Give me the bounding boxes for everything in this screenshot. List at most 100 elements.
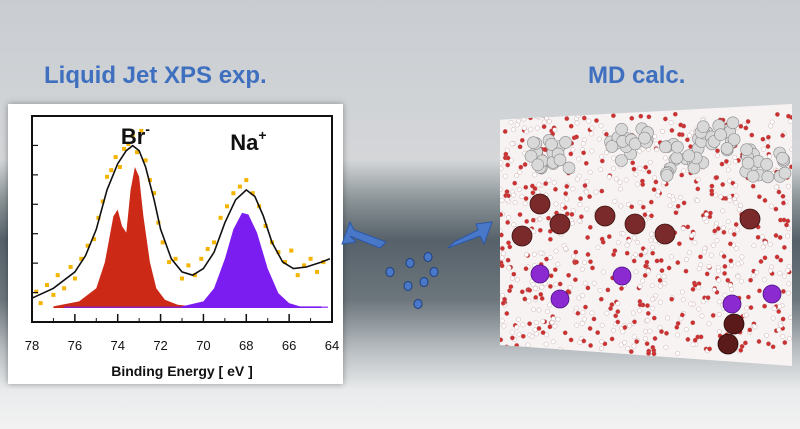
water-atom: [762, 303, 767, 309]
water-atom: [547, 302, 553, 308]
bromide-ion: [717, 333, 739, 355]
water-atom: [685, 137, 690, 143]
water-atom: [589, 125, 595, 131]
water-atom: [574, 134, 579, 140]
water-atom: [699, 313, 705, 319]
water-atom: [595, 245, 601, 250]
water-atom: [583, 160, 589, 166]
water-atom: [767, 268, 773, 274]
water-atom: [598, 167, 604, 172]
water-atom: [762, 255, 768, 261]
data-point: [231, 191, 236, 196]
water-atom: [539, 284, 545, 290]
water-atom: [692, 240, 698, 246]
water-atom: [504, 189, 510, 195]
water-atom: [531, 251, 537, 257]
water-atom: [544, 332, 549, 338]
water-atom: [527, 321, 532, 327]
water-atom: [786, 290, 791, 296]
water-atom: [531, 307, 536, 312]
water-atom: [535, 125, 540, 131]
water-atom: [760, 234, 765, 240]
water-atom: [543, 181, 549, 186]
water-atom: [631, 166, 637, 172]
x-tick-label: 76: [68, 338, 82, 353]
md-heading: MD calc.: [588, 62, 686, 89]
surfactant-atom: [659, 140, 672, 154]
water-atom: [738, 347, 744, 353]
data-point: [160, 240, 165, 245]
water-atom: [776, 327, 782, 333]
xps-heading: Liquid Jet XPS exp.: [44, 62, 267, 89]
water-atom: [692, 282, 698, 288]
water-atom: [534, 114, 540, 119]
data-point: [192, 273, 197, 278]
water-atom: [782, 340, 788, 345]
md-simulation-snapshot: [500, 104, 792, 366]
water-atom: [587, 194, 592, 199]
water-atom: [780, 316, 786, 322]
surfactant-atom: [741, 156, 755, 170]
water-atom: [506, 193, 511, 199]
water-atom: [637, 148, 642, 154]
water-atom: [786, 226, 791, 232]
water-atom: [767, 153, 772, 159]
water-atom: [536, 182, 542, 188]
water-atom: [615, 319, 621, 325]
water-atom: [765, 139, 770, 145]
data-point: [244, 178, 249, 183]
water-atom: [568, 337, 574, 343]
water-atom: [500, 300, 506, 306]
water-atom: [557, 347, 563, 352]
water-atom: [582, 260, 587, 266]
water-atom: [658, 299, 663, 305]
data-point: [143, 158, 148, 163]
water-atom: [500, 197, 505, 203]
water-atom: [685, 337, 691, 342]
water-atom: [651, 351, 657, 357]
water-atom: [595, 330, 601, 335]
water-atom: [659, 329, 664, 334]
water-atom: [511, 222, 517, 228]
water-atom: [536, 326, 542, 331]
water-atom: [714, 153, 720, 158]
data-point: [250, 191, 255, 196]
water-atom: [787, 118, 792, 124]
water-atom: [746, 294, 751, 300]
water-atom: [524, 252, 529, 258]
water-atom: [526, 298, 532, 304]
water-atom: [638, 252, 644, 258]
water-atom: [504, 311, 510, 316]
water-atom: [782, 245, 787, 250]
water-atom: [778, 257, 784, 263]
water-atom: [553, 201, 559, 207]
water-atom: [506, 265, 512, 271]
water-atom: [716, 312, 722, 317]
data-point: [152, 191, 157, 196]
water-atom: [640, 278, 646, 284]
water-atom: [631, 258, 637, 264]
water-atom: [628, 349, 634, 354]
water-atom: [646, 351, 651, 356]
water-atom: [716, 299, 722, 305]
water-atom: [544, 256, 549, 262]
water-atom: [522, 162, 528, 167]
water-atom: [536, 307, 542, 313]
water-atom: [689, 233, 695, 239]
water-atom: [667, 203, 673, 209]
water-atom: [784, 222, 789, 228]
water-atom: [736, 207, 742, 213]
water-atom: [657, 283, 663, 289]
water-atom: [762, 277, 767, 283]
water-atom: [715, 148, 720, 154]
x-tick-label: 72: [153, 338, 167, 353]
water-atom: [500, 263, 505, 269]
water-atom: [666, 265, 672, 271]
water-atom: [546, 112, 552, 118]
water-atom: [600, 239, 606, 245]
water-atom: [586, 118, 592, 124]
br-label-sup: -: [145, 121, 150, 137]
data-point: [105, 174, 109, 179]
fit-line: [31, 144, 331, 299]
water-atom: [548, 284, 553, 289]
